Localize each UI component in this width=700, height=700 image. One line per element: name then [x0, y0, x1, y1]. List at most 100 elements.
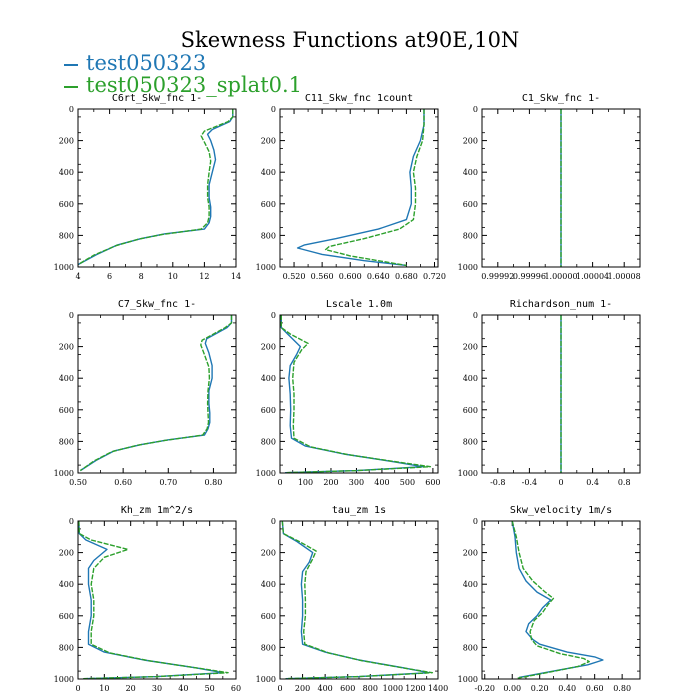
- x-tick-label: 200: [323, 478, 338, 487]
- plot-frame: [77, 108, 237, 268]
- series-line: [79, 315, 233, 472]
- x-tick-label: 0.520: [283, 272, 306, 281]
- y-tick-label: 400: [261, 374, 276, 383]
- y-tick-label: 400: [59, 580, 74, 589]
- plot-frame: [481, 108, 641, 268]
- series-line: [511, 520, 590, 679]
- x-tick-label: -0.20: [474, 684, 495, 693]
- x-tick-label: 0.70: [159, 478, 177, 487]
- x-tick-label: 500: [400, 478, 415, 487]
- subplot-title: Richardson_num 1-: [510, 299, 612, 310]
- y-tick-label: 600: [463, 612, 478, 621]
- y-tick-label: 1000: [458, 263, 478, 272]
- subplot-title: Lscale 1.0m: [326, 299, 392, 310]
- x-tick-label: 0.80: [205, 478, 223, 487]
- y-tick-label: 600: [59, 200, 74, 209]
- x-tick-label: 0.20: [531, 684, 549, 693]
- x-tick-label: 50: [205, 684, 215, 693]
- y-tick-label: 0: [473, 311, 478, 320]
- y-tick-label: 200: [261, 137, 276, 146]
- x-tick-label: 400: [318, 684, 333, 693]
- x-tick-label: 14: [231, 272, 241, 281]
- x-tick-label: 0.560: [311, 272, 334, 281]
- series-line: [280, 315, 424, 474]
- series-line: [280, 315, 432, 474]
- subplot-title: tau_zm 1s: [332, 505, 386, 516]
- y-tick-label: 200: [463, 137, 478, 146]
- y-tick-label: 0: [473, 517, 478, 526]
- plot-frame: [481, 314, 641, 474]
- legend-label: test050323: [86, 51, 207, 75]
- x-tick-label: 12: [199, 272, 209, 281]
- y-tick-label: 400: [463, 374, 478, 383]
- y-tick-label: 800: [59, 437, 74, 446]
- series-line: [296, 109, 425, 267]
- y-tick-label: 400: [463, 168, 478, 177]
- y-tick-label: 200: [261, 549, 276, 558]
- x-tick-label: 0: [277, 478, 282, 487]
- subplot-title: C7_Skw_fnc 1-: [118, 299, 196, 310]
- series-line: [78, 520, 224, 680]
- y-tick-label: 600: [463, 406, 478, 415]
- x-tick-label: 600: [340, 684, 355, 693]
- x-tick-label: 10: [99, 684, 109, 693]
- series-line: [77, 109, 234, 266]
- y-tick-label: 600: [59, 406, 74, 415]
- x-tick-label: 1.00008: [608, 272, 641, 281]
- x-tick-label: 400: [374, 478, 389, 487]
- x-tick-label: 20: [126, 684, 136, 693]
- y-tick-label: 0: [69, 105, 74, 114]
- y-tick-label: 400: [261, 580, 276, 589]
- x-tick-label: 600: [425, 478, 440, 487]
- series-line: [77, 109, 234, 266]
- x-tick-label: 0: [75, 684, 80, 693]
- subplot-title: C11_Skw_fnc 1count: [305, 93, 413, 104]
- x-tick-label: 8: [139, 272, 144, 281]
- x-tick-label: 0: [558, 478, 563, 487]
- legend-line-icon: [64, 86, 78, 88]
- x-tick-label: 0.60: [114, 478, 132, 487]
- y-tick-label: 800: [261, 643, 276, 652]
- y-tick-label: 600: [261, 612, 276, 621]
- x-tick-label: 0.60: [586, 684, 604, 693]
- series-line: [79, 315, 233, 472]
- x-tick-label: 100: [298, 478, 313, 487]
- x-tick-label: 0.80: [613, 684, 631, 693]
- y-tick-label: 200: [59, 549, 74, 558]
- y-tick-label: 200: [463, 549, 478, 558]
- y-tick-label: 400: [59, 374, 74, 383]
- x-tick-label: 0.600: [339, 272, 362, 281]
- series-line: [281, 520, 434, 680]
- plot-frame: [77, 520, 237, 680]
- y-tick-label: 600: [59, 612, 74, 621]
- x-tick-label: 1000: [383, 684, 403, 693]
- y-tick-label: 0: [69, 311, 74, 320]
- x-tick-label: 4: [75, 272, 80, 281]
- plot-frame: [77, 314, 237, 474]
- plot-frame: [481, 520, 641, 680]
- subplot: Skw_velocity 1m/s 0 200 400 600 800 1000-0.20 0…: [458, 505, 641, 693]
- y-tick-label: 200: [59, 343, 74, 352]
- y-tick-label: 600: [261, 406, 276, 415]
- subplot-title: Skw_velocity 1m/s: [510, 505, 612, 516]
- y-tick-label: 400: [261, 168, 276, 177]
- x-tick-label: 0.99992: [481, 272, 514, 281]
- y-tick-label: 1000: [256, 675, 276, 684]
- y-tick-label: 0: [271, 105, 276, 114]
- series-line: [78, 520, 229, 680]
- x-tick-label: 30: [152, 684, 162, 693]
- figure-title: Skewness Functions at90E,10N: [180, 28, 520, 52]
- y-tick-label: 600: [463, 200, 478, 209]
- x-tick-label: 0.40: [558, 684, 576, 693]
- x-tick-label: 0: [277, 684, 282, 693]
- subplot: Richardson_num 1- 0 200 400 600 800 1000 -0.8 -0…: [458, 299, 641, 487]
- y-tick-label: 0: [271, 517, 276, 526]
- x-tick-label: 1.00000: [544, 272, 577, 281]
- x-tick-label: 1.00004: [576, 272, 609, 281]
- y-tick-label: 1000: [256, 263, 276, 272]
- y-tick-label: 800: [463, 437, 478, 446]
